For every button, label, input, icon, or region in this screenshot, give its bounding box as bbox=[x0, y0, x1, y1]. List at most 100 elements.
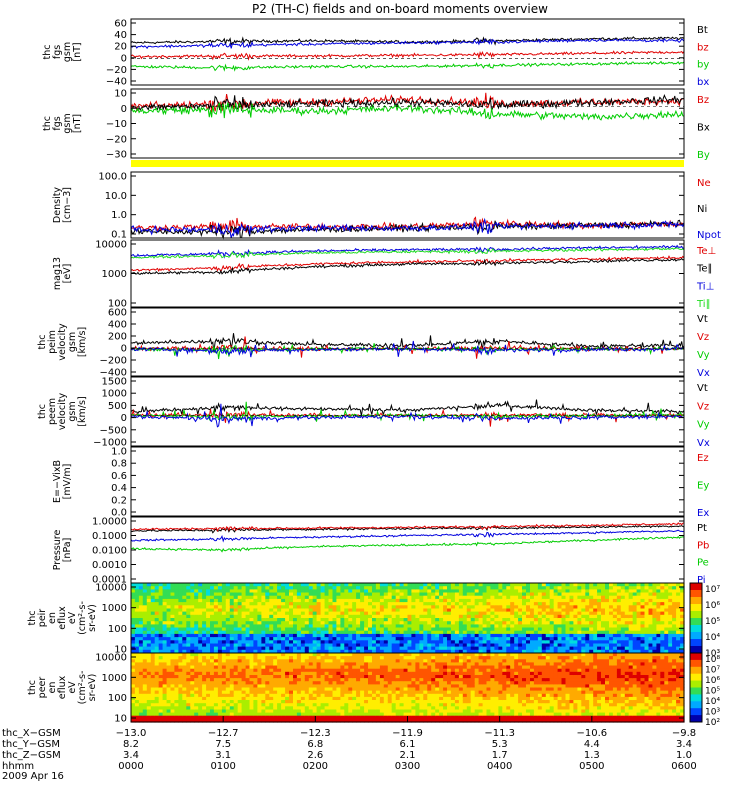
heatmap-cell bbox=[281, 700, 286, 704]
heatmap-cell bbox=[518, 637, 523, 641]
heatmap-cell bbox=[435, 589, 440, 594]
heatmap-cell bbox=[293, 614, 298, 619]
heatmap-cell bbox=[277, 592, 282, 597]
heatmap-cell bbox=[672, 611, 677, 616]
heatmap-cell bbox=[146, 712, 152, 717]
heatmap-cell bbox=[514, 649, 519, 654]
heatmap-cell bbox=[561, 640, 566, 645]
heatmap-cell bbox=[293, 611, 298, 616]
heatmap-cell bbox=[541, 646, 547, 651]
heatmap-cell bbox=[150, 659, 156, 663]
heatmap-cell bbox=[202, 700, 207, 704]
heatmap-cell bbox=[269, 633, 274, 638]
heatmap-cell bbox=[360, 662, 365, 667]
heatmap-cell bbox=[265, 608, 270, 613]
heatmap-cell bbox=[249, 640, 254, 645]
heatmap-cell bbox=[340, 696, 345, 701]
heatmap-cell bbox=[253, 646, 258, 651]
heatmap-cell bbox=[269, 646, 274, 651]
heatmap-cell bbox=[269, 592, 274, 597]
heatmap-cell bbox=[221, 624, 227, 629]
heatmap-cell bbox=[158, 640, 164, 645]
heatmap-cell bbox=[466, 592, 472, 597]
heatmap-cell bbox=[391, 602, 397, 606]
heatmap-cell bbox=[454, 649, 460, 654]
heatmap-cell bbox=[518, 586, 523, 590]
heatmap-cell bbox=[407, 637, 412, 641]
heatmap-cell bbox=[640, 611, 645, 616]
heatmap-cell bbox=[174, 637, 179, 641]
heatmap-cell bbox=[237, 643, 243, 648]
heatmap-cell bbox=[285, 598, 290, 603]
heatmap-cell bbox=[676, 643, 681, 648]
heatmap-cell bbox=[379, 665, 385, 670]
heatmap-cell bbox=[415, 589, 420, 594]
heatmap-cell bbox=[609, 611, 614, 616]
heatmap-cell bbox=[277, 690, 282, 695]
heatmap-cell bbox=[249, 592, 254, 597]
heatmap-cell bbox=[612, 605, 618, 610]
y-axis-label-line: gsm bbox=[67, 332, 78, 352]
heatmap-cell bbox=[142, 646, 148, 651]
heatmap-cell bbox=[253, 586, 258, 590]
heatmap-cell bbox=[372, 665, 377, 670]
y-tick-label: 0 bbox=[121, 53, 127, 64]
heatmap-cell bbox=[324, 608, 330, 613]
heatmap-cell bbox=[537, 633, 543, 638]
heatmap-cell bbox=[293, 592, 298, 597]
heatmap-cell bbox=[229, 605, 235, 610]
heatmap-cell bbox=[210, 621, 215, 625]
heatmap-cell bbox=[213, 649, 219, 654]
heatmap-cell bbox=[336, 653, 341, 657]
heatmap-cell bbox=[407, 675, 412, 679]
heatmap-cell bbox=[364, 583, 369, 587]
heatmap-cell bbox=[289, 611, 294, 616]
heatmap-cell bbox=[245, 595, 251, 600]
heatmap-cell bbox=[134, 592, 140, 597]
heatmap-cell bbox=[435, 605, 440, 610]
heatmap-cell bbox=[375, 646, 381, 651]
heatmap-cell bbox=[609, 595, 614, 600]
heatmap-cell bbox=[210, 583, 215, 587]
heatmap-cell bbox=[134, 709, 140, 714]
heatmap-cell bbox=[672, 646, 677, 651]
heatmap-cell bbox=[336, 656, 341, 660]
heatmap-cell bbox=[221, 621, 227, 625]
heatmap-cell bbox=[344, 693, 349, 698]
heatmap-cell bbox=[360, 671, 365, 676]
heatmap-cell bbox=[466, 611, 472, 616]
heatmap-cell bbox=[217, 602, 223, 606]
heatmap-cell bbox=[561, 586, 566, 590]
heatmap-cell bbox=[289, 627, 294, 632]
heatmap-cell bbox=[395, 703, 401, 707]
heatmap-cell bbox=[281, 630, 286, 635]
legend-entry: Pe bbox=[697, 558, 709, 569]
heatmap-cell bbox=[304, 649, 310, 654]
heatmap-cell bbox=[399, 712, 405, 717]
heatmap-cell bbox=[593, 621, 598, 625]
heatmap-cell bbox=[518, 614, 523, 619]
heatmap-cell bbox=[533, 646, 539, 651]
heatmap-cell bbox=[150, 696, 156, 701]
heatmap-cell bbox=[296, 592, 302, 597]
heatmap-cell bbox=[478, 583, 484, 587]
heatmap-cell bbox=[609, 586, 614, 590]
heatmap-cell bbox=[158, 589, 164, 594]
heatmap-cell bbox=[245, 656, 251, 660]
heatmap-cell bbox=[403, 637, 409, 641]
heatmap-cell bbox=[411, 592, 416, 597]
heatmap-cell bbox=[241, 624, 247, 629]
heatmap-cell bbox=[142, 605, 148, 610]
heatmap-cell bbox=[221, 665, 227, 670]
heatmap-cell bbox=[285, 624, 290, 629]
heatmap-cell bbox=[162, 649, 168, 654]
heatmap-cell bbox=[482, 598, 488, 603]
heatmap-cell bbox=[533, 621, 539, 625]
heatmap-cell bbox=[261, 614, 266, 619]
heatmap-cell bbox=[395, 598, 401, 603]
legend-entry: Vy bbox=[697, 420, 710, 431]
heatmap-cell bbox=[138, 624, 144, 629]
heatmap-cell bbox=[478, 611, 484, 616]
heatmap-cell bbox=[213, 715, 219, 720]
heatmap-cell bbox=[478, 618, 484, 622]
